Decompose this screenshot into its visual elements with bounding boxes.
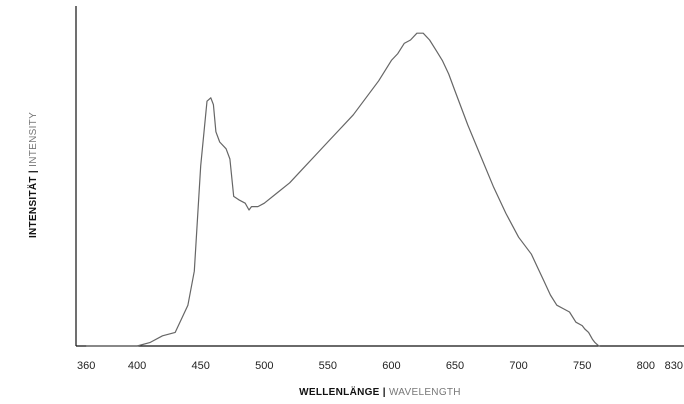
x-axis-title-separator: | <box>380 387 389 398</box>
x-axis-title-en: WAVELENGTH <box>389 387 461 398</box>
y-axis-title: INTENSITÄT | INTENSITY <box>26 112 39 238</box>
x-tick-label: 400 <box>128 360 146 372</box>
x-tick-label: 500 <box>255 360 273 372</box>
x-axis-title: WELLENLÄNGE | WAVELENGTH <box>299 385 461 398</box>
x-axis-title-de: WELLENLÄNGE <box>299 385 380 398</box>
x-tick-labels: 360 400 450 500 550 600 650 700 750 800 830 <box>77 360 683 372</box>
x-tick-label: 700 <box>509 360 527 372</box>
x-tick-label: 800 <box>637 360 655 372</box>
x-tick-label: 830 <box>665 360 683 372</box>
y-axis-title-en: INTENSITY <box>28 112 39 167</box>
x-tick-label: 750 <box>573 360 591 372</box>
x-tick-label: 650 <box>446 360 464 372</box>
x-tick-label: 450 <box>192 360 210 372</box>
y-axis-title-de: INTENSITÄT <box>26 176 39 238</box>
y-axis-title-separator: | <box>28 167 39 176</box>
x-tick-label: 360 <box>77 360 95 372</box>
x-tick-label: 600 <box>382 360 400 372</box>
x-tick-label: 550 <box>319 360 337 372</box>
spectrum-line <box>86 32 601 347</box>
